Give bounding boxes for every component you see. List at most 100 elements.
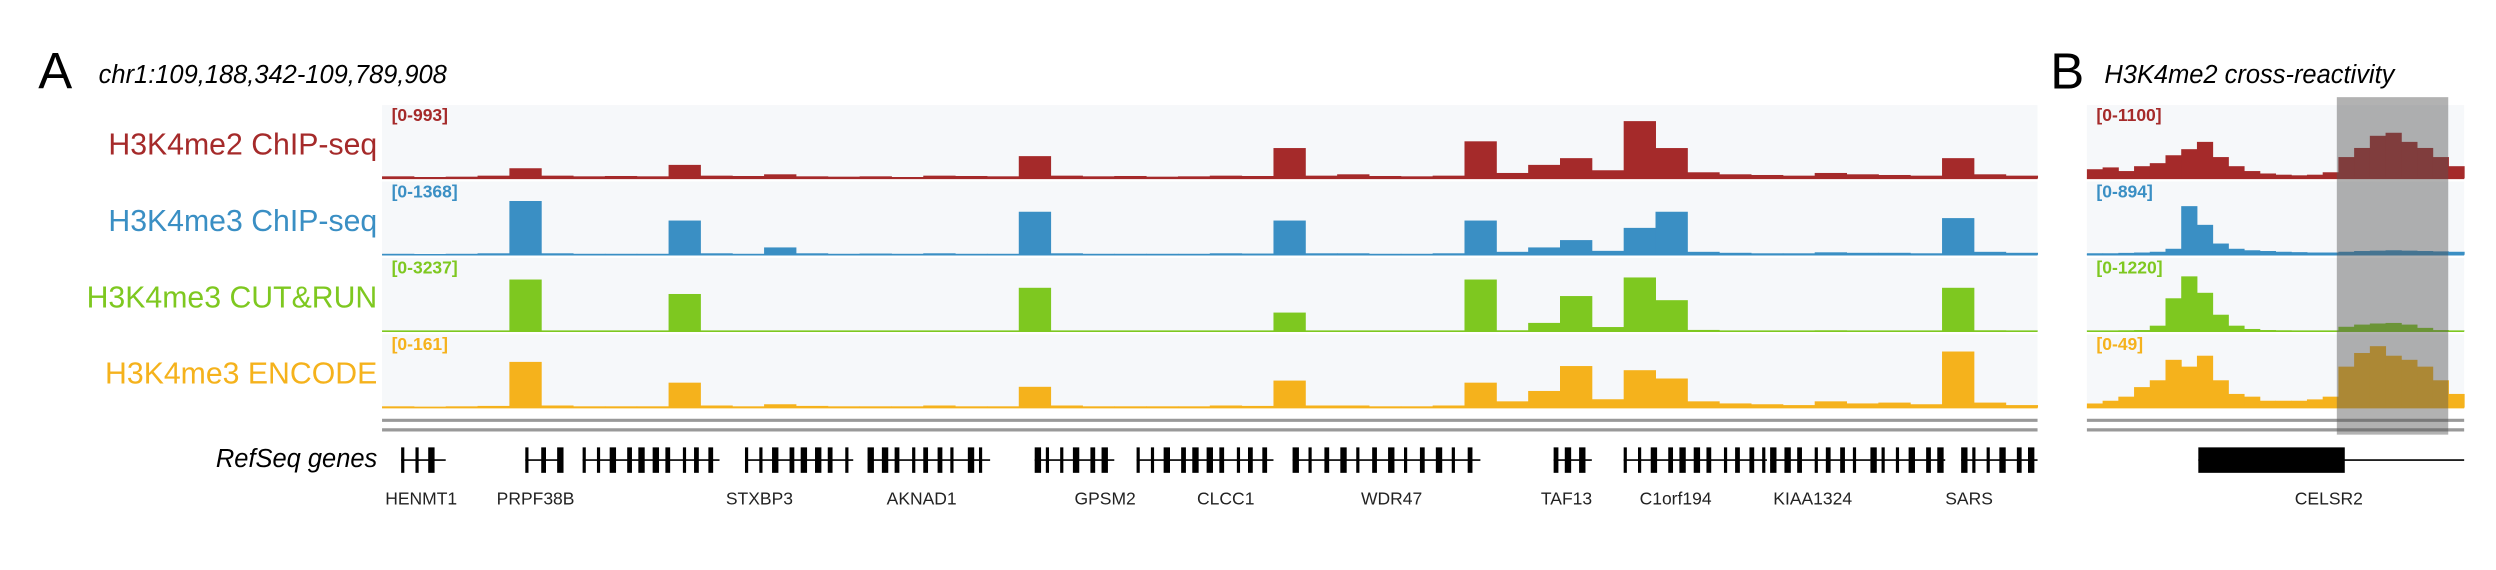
signal-bar [1623,227,1656,255]
signal-bar [2165,298,2182,332]
exon [708,447,714,473]
signal-bar [2354,324,2371,332]
exon [1986,447,1990,473]
signal-bar [1146,176,1179,179]
signal-bar [2306,174,2324,179]
signal-bar [2228,393,2245,408]
signal-bar [1560,296,1593,332]
exon [1467,447,1473,473]
signal-bar [1782,405,1816,408]
signal-bar [1528,322,1561,332]
exon [1324,447,1330,473]
signal-bar [2432,157,2449,179]
signal-bar [732,175,765,179]
signal-bar [2401,141,2418,179]
exon [1236,447,1241,473]
signal-bar [382,176,415,179]
exon [557,447,564,473]
signal-bar [2338,366,2355,408]
signal-bar [1464,141,1497,179]
track-bg [382,334,2038,408]
signal-bar [2417,366,2434,408]
signal-bar [2228,325,2245,332]
track-bg [382,105,2038,179]
exon [845,447,849,473]
exon [541,447,546,473]
signal-bar [923,175,956,179]
signal-bar [1687,251,1720,255]
signal-bar [2369,346,2387,408]
exon [867,447,874,473]
exon [1814,447,1818,473]
track-bg [2086,257,2465,332]
signal-bar [477,405,510,408]
exon [967,447,975,473]
exon [1735,447,1740,473]
signal-bar [2417,251,2434,255]
signal-bar [1655,148,1688,179]
signal-bar [2134,252,2151,255]
signal-bar [2275,400,2292,408]
signal-bar [2385,355,2402,408]
signal-bar [764,404,797,408]
signal-bar [2306,252,2324,255]
signal-bar [1368,175,1402,179]
signal-bar [2181,149,2198,179]
signal-bar [764,174,797,179]
signal-bar [2118,252,2135,255]
signal-bar [1623,121,1656,179]
track-bg [2086,181,2465,255]
signal-bar [1432,175,1465,179]
exon [1564,447,1572,473]
signal-bar [1209,175,1243,179]
signal-bar [2244,396,2261,408]
gene-label: AKNAD1 [887,489,957,509]
genes-label: RefSeq genes [216,445,378,473]
signal-bar [2259,251,2277,255]
exon [950,447,954,473]
exon [665,447,671,473]
signal-bar [1018,287,1052,332]
signal-bar [2244,328,2261,332]
signal-bar [1973,402,2007,408]
signal-bar [636,176,670,179]
gene-label: CELSR2 [2295,489,2363,509]
signal-bar [1814,401,1848,408]
signal-bar [1464,279,1497,332]
exon [1404,447,1408,473]
signal-bar [2165,155,2182,179]
signal-bar [1687,401,1720,408]
signal-bar [1273,312,1306,332]
signal-bar [2228,166,2245,179]
signal-bar [1782,175,1816,179]
range-label: [0-993] [392,105,448,125]
exon [1060,447,1064,473]
signal-bar [2291,400,2308,408]
signal-bar [2165,248,2182,255]
track-bg [382,257,2038,332]
signal-bar [668,382,701,408]
signal-bar [2354,352,2371,408]
exon [1372,447,1377,473]
exon [1961,447,1968,473]
signal-bar [1687,172,1720,179]
signal-bar [2149,325,2166,332]
signal-bar [2181,206,2198,255]
signal-bar [2369,323,2387,332]
signal-bar [2196,224,2214,255]
exon [1136,447,1140,473]
signal-bar [1305,175,1338,179]
signal-bar [1942,287,1975,332]
signal-bar [1973,174,2007,179]
signal-bar [1878,402,1911,408]
signal-bar [1591,327,1625,332]
gene-label: KIAA1324 [1773,489,1852,509]
signal-bar [1910,175,1943,179]
signal-bar [1528,164,1561,179]
signal-bar [668,220,701,255]
signal-bar [2086,403,2104,408]
signal-bar [2385,322,2402,332]
exon [401,447,405,473]
signal-bar [2385,132,2402,179]
signal-bar [764,247,797,255]
